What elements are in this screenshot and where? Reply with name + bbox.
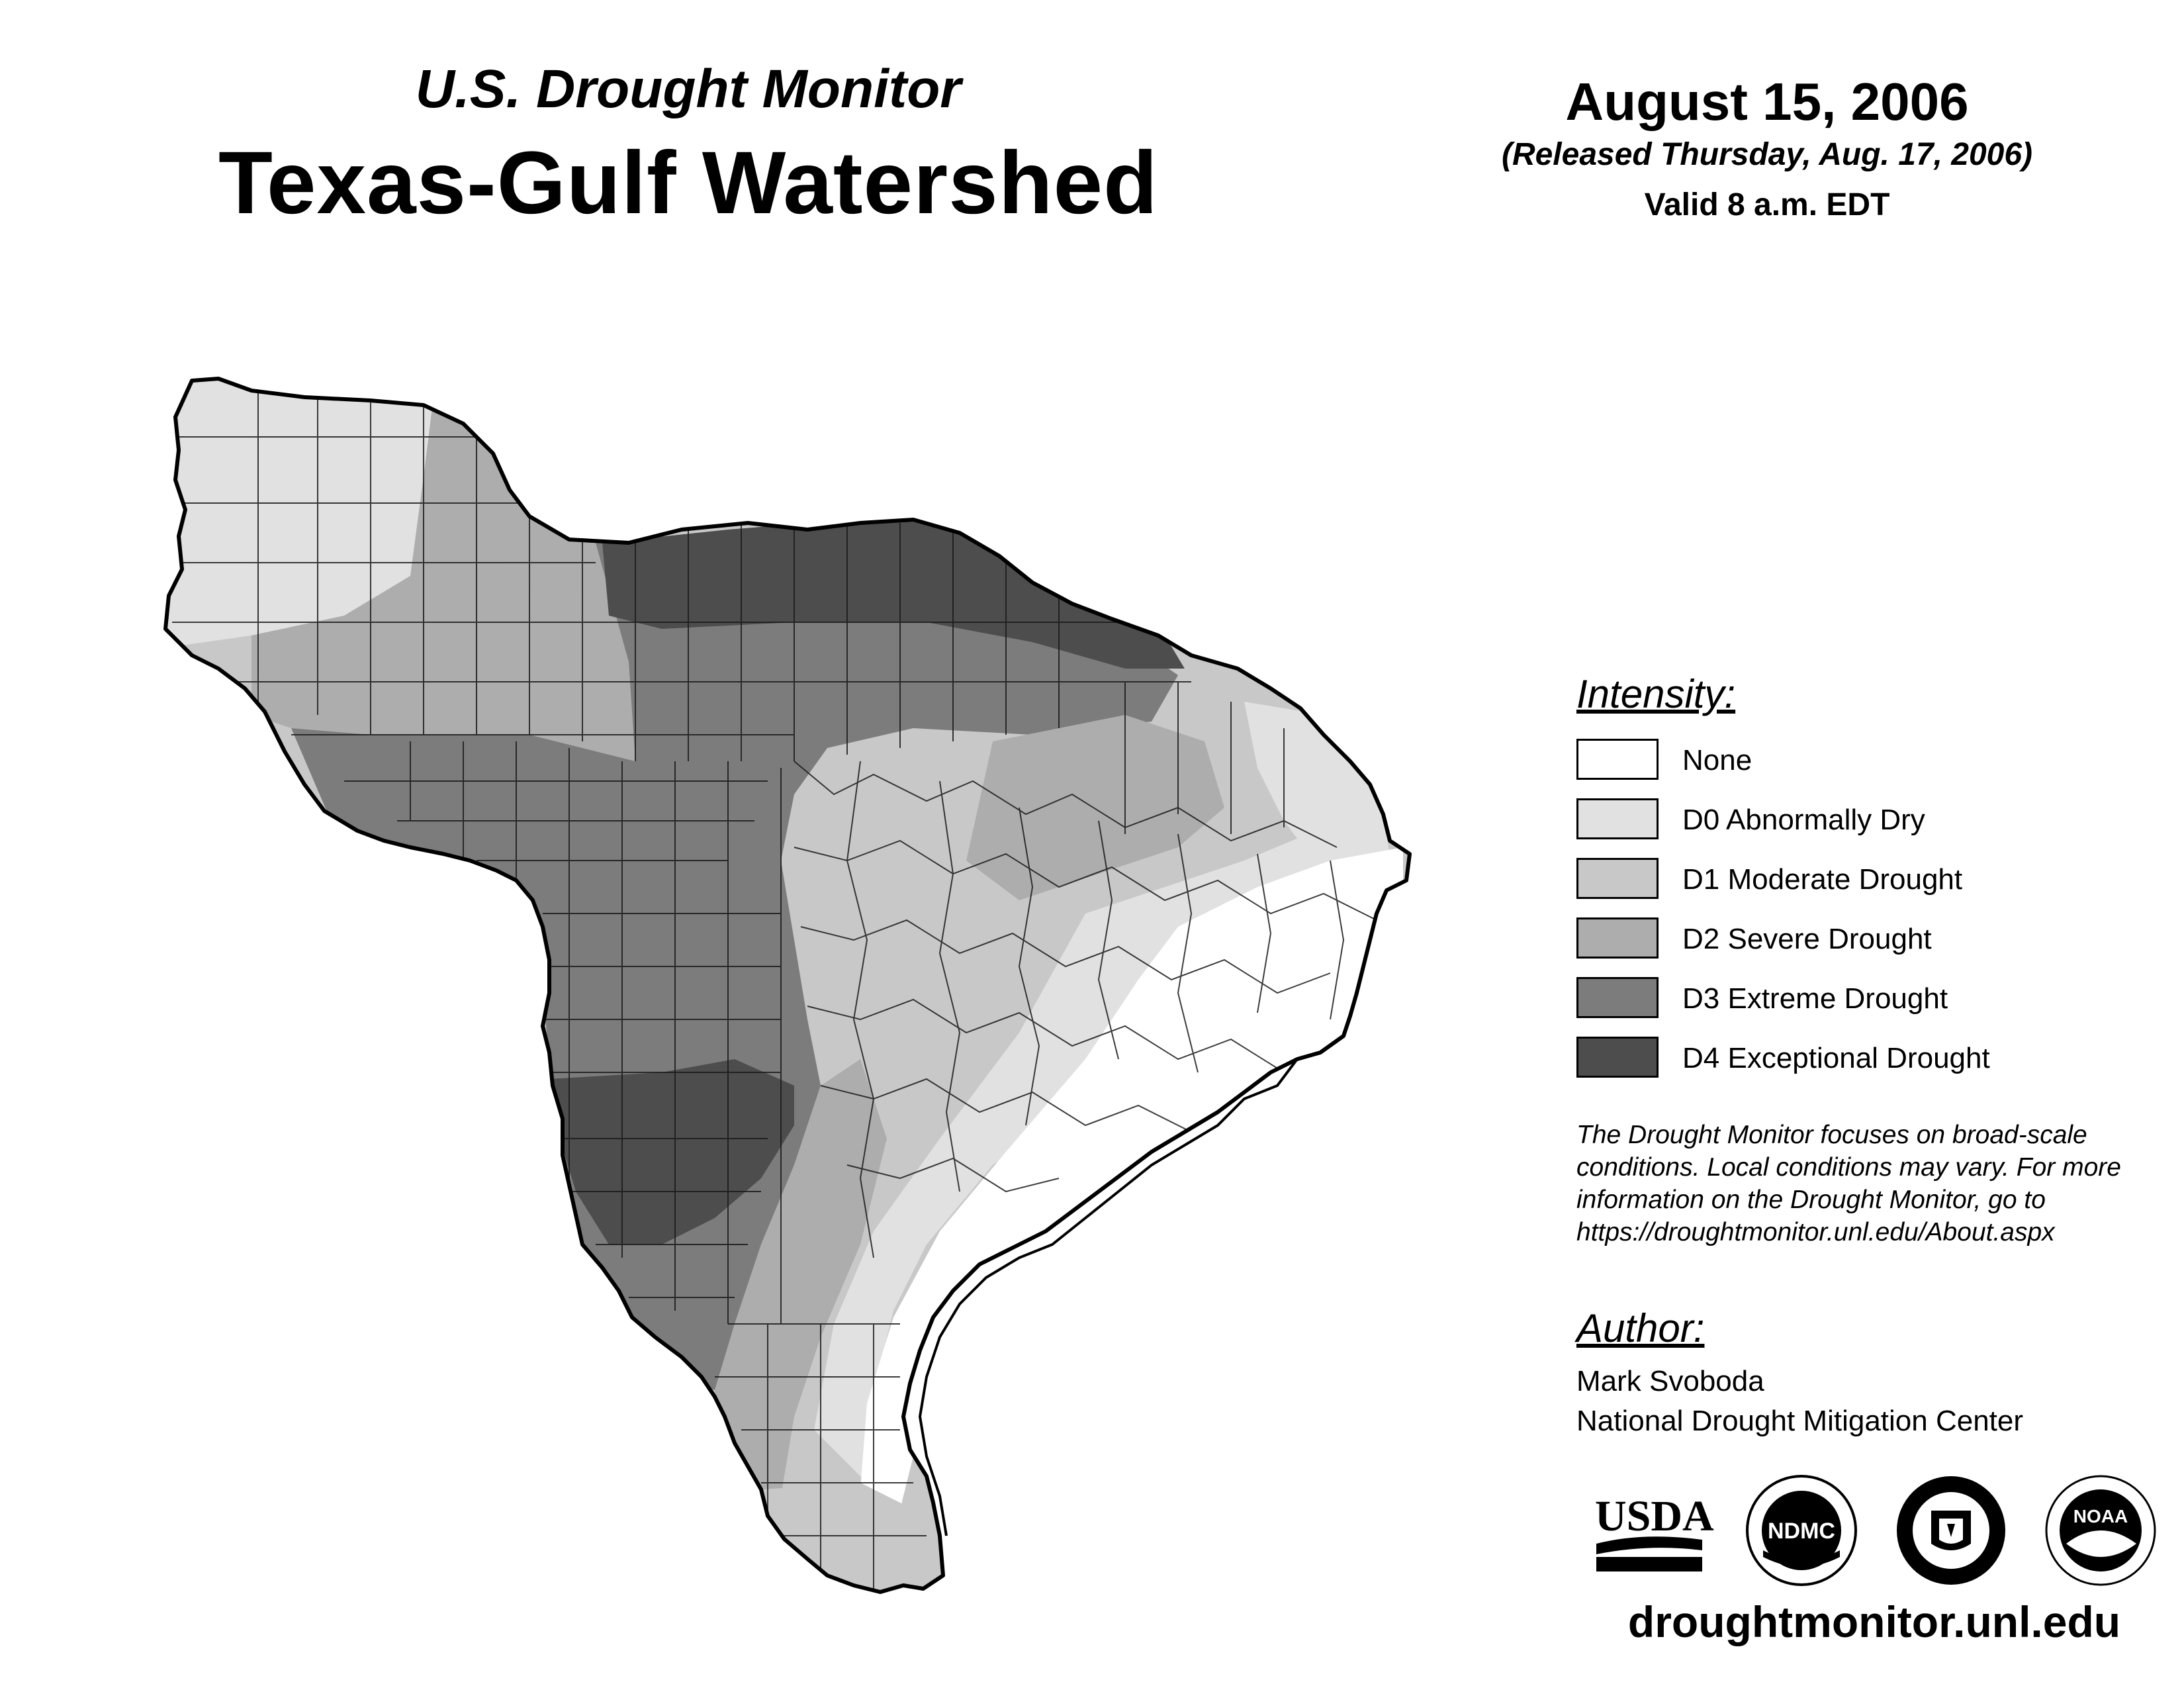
release-date: (Released Thursday, Aug. 17, 2006) [1501,137,2033,172]
legend-label: D3 Extreme Drought [1682,982,1948,1015]
map-title: Texas-Gulf Watershed [218,134,1158,232]
commerce-seal [1897,1476,2005,1585]
note-line: The Drought Monitor focuses on broad-sca… [1576,1121,2087,1149]
legend-swatch [1576,977,1659,1018]
legend-label: D4 Exceptional Drought [1682,1042,1990,1074]
legend-swatch [1576,858,1659,899]
valid-time: Valid 8 a.m. EDT [1644,187,1890,222]
note-line: conditions. Local conditions may vary. F… [1576,1153,2121,1182]
noaa-logo-text: NOAA [2073,1506,2128,1526]
author-title: Author: [1576,1306,1705,1350]
note-url[interactable]: https://droughtmonitor.unl.edu/About.asp… [1576,1218,2055,1246]
watershed-map [163,377,1412,1594]
footer-url[interactable]: droughtmonitor.unl.edu [1627,1597,2121,1646]
noaa-logo: NOAA [2045,1475,2156,1586]
legend-swatch [1576,917,1659,959]
legend-swatch [1576,1037,1659,1078]
partner-logos: USDA NDMC NOAA [1595,1475,2156,1586]
legend-swatch [1576,798,1659,839]
usda-logo: USDA [1595,1492,1714,1571]
legend-swatch [1576,739,1659,780]
ndmc-logo: NDMC [1746,1475,1857,1586]
ndmc-logo-text: NDMC [1768,1519,1835,1544]
disclaimer-note: The Drought Monitor focuses on broad-sca… [1576,1119,2172,1248]
usda-logo-text: USDA [1595,1492,1714,1540]
legend-label: None [1682,744,1752,776]
map-date: August 15, 2006 [1565,72,1969,131]
author-org: National Drought Mitigation Center [1576,1405,2024,1437]
legend-label: D1 Moderate Drought [1682,863,1963,896]
author-name: Mark Svoboda [1576,1365,1764,1397]
map-subtitle: U.S. Drought Monitor [415,59,962,119]
note-line: information on the Drought Monitor, go t… [1576,1186,2046,1214]
legend-title: Intensity: [1576,672,1736,716]
legend-label: D2 Severe Drought [1682,923,1932,955]
legend-label: D0 Abnormally Dry [1682,804,1925,836]
